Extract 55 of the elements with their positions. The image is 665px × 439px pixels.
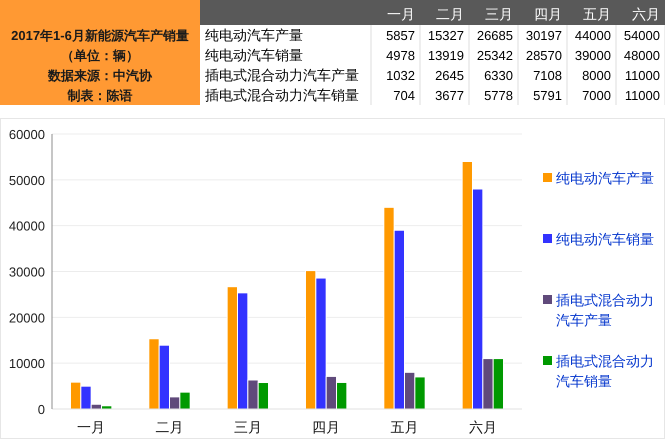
y-tick-label: 插电式混合动力汽车产量 (205, 67, 359, 83)
data-label: 704 (393, 88, 415, 103)
data-label: 28570 (526, 48, 562, 63)
data-label: 8000 (582, 68, 611, 83)
legend-label: 纯电动汽车产量 (556, 169, 655, 188)
data-label: 7108 (533, 68, 562, 83)
data-label: 26685 (476, 28, 513, 43)
data-label: 39000 (574, 48, 611, 63)
x-tick-label: 六月 (468, 419, 497, 435)
y-tick-label: 纯电动汽车销量 (205, 47, 303, 63)
text: 2017年1-6月新能源汽车产销量 (11, 28, 189, 43)
y-tick-label: 50000 (8, 172, 45, 188)
x-tick-label: 五月 (390, 419, 418, 435)
data-label: 11000 (624, 88, 660, 103)
data-label: 11000 (624, 68, 660, 83)
data-label: 4978 (386, 48, 415, 63)
data-label: 13919 (428, 48, 464, 63)
x-tick-label: 一月 (77, 419, 106, 435)
y-tick-label: 20000 (8, 310, 45, 326)
legend-label: 插电式混合动力汽车产量 (556, 291, 655, 330)
data-label: 3677 (435, 88, 464, 103)
x-tick-label: 三月 (485, 6, 513, 22)
legend-label: 插电式混合动力汽车销量 (556, 352, 655, 391)
x-tick-label: 一月 (387, 6, 415, 22)
legend-label: 纯电动汽车销量 (556, 230, 655, 249)
data-label: 30197 (526, 28, 562, 43)
source-note: 数据来源：中汽协 (47, 68, 153, 83)
data-label: 48000 (624, 48, 660, 63)
data-label: 25342 (476, 48, 513, 63)
x-tick-label: 五月 (583, 6, 611, 22)
x-tick-label: 三月 (234, 419, 262, 435)
data-label: 2645 (435, 68, 464, 83)
y-tick-label: 插电式混合动力汽车销量 (205, 87, 359, 103)
data-label: 5791 (533, 88, 562, 103)
data-label: 44000 (574, 28, 611, 43)
data-label: 6330 (484, 68, 513, 83)
y-tick-label: 纯电动汽车产量 (205, 27, 303, 43)
y-tick-label: 60000 (8, 127, 45, 142)
data-label: 15327 (428, 28, 464, 43)
data-label: 5778 (484, 88, 513, 103)
x-tick-label: 二月 (156, 419, 184, 435)
x-tick-label: 六月 (632, 6, 660, 22)
data-label: 54000 (624, 28, 660, 43)
y-tick-label: 10000 (8, 356, 45, 372)
y-tick-label: 40000 (8, 218, 45, 234)
y-tick-label: 0 (38, 402, 45, 417)
data-label: 7000 (582, 88, 611, 103)
text: 制表：陈语 (66, 88, 132, 103)
x-tick-label: 二月 (436, 6, 464, 22)
text: （单位：辆） (61, 48, 139, 63)
data-label: 5857 (386, 28, 415, 43)
y-tick-label: 30000 (8, 264, 45, 280)
x-tick-label: 四月 (312, 419, 340, 435)
x-tick-label: 四月 (534, 6, 562, 22)
data-label: 1032 (386, 68, 415, 83)
